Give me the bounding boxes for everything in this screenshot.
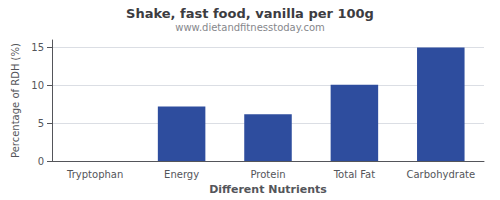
svg-text:Shake, fast food, vanilla per: Shake, fast food, vanilla per 100g	[126, 6, 374, 21]
svg-text:5: 5	[38, 118, 44, 129]
svg-text:15: 15	[31, 42, 44, 53]
svg-text:Total Fat: Total Fat	[333, 169, 375, 180]
svg-text:0: 0	[38, 156, 44, 167]
svg-text:Tryptophan: Tryptophan	[66, 169, 123, 180]
svg-text:10: 10	[31, 80, 44, 91]
svg-text:Different Nutrients: Different Nutrients	[209, 183, 327, 196]
svg-text:www.dietandfitnesstoday.com: www.dietandfitnesstoday.com	[175, 22, 324, 33]
svg-text:Protein: Protein	[250, 169, 285, 180]
svg-text:Carbohydrate: Carbohydrate	[406, 169, 475, 180]
svg-text:Energy: Energy	[164, 169, 199, 180]
svg-text:Percentage of RDH (%): Percentage of RDH (%)	[10, 43, 21, 158]
